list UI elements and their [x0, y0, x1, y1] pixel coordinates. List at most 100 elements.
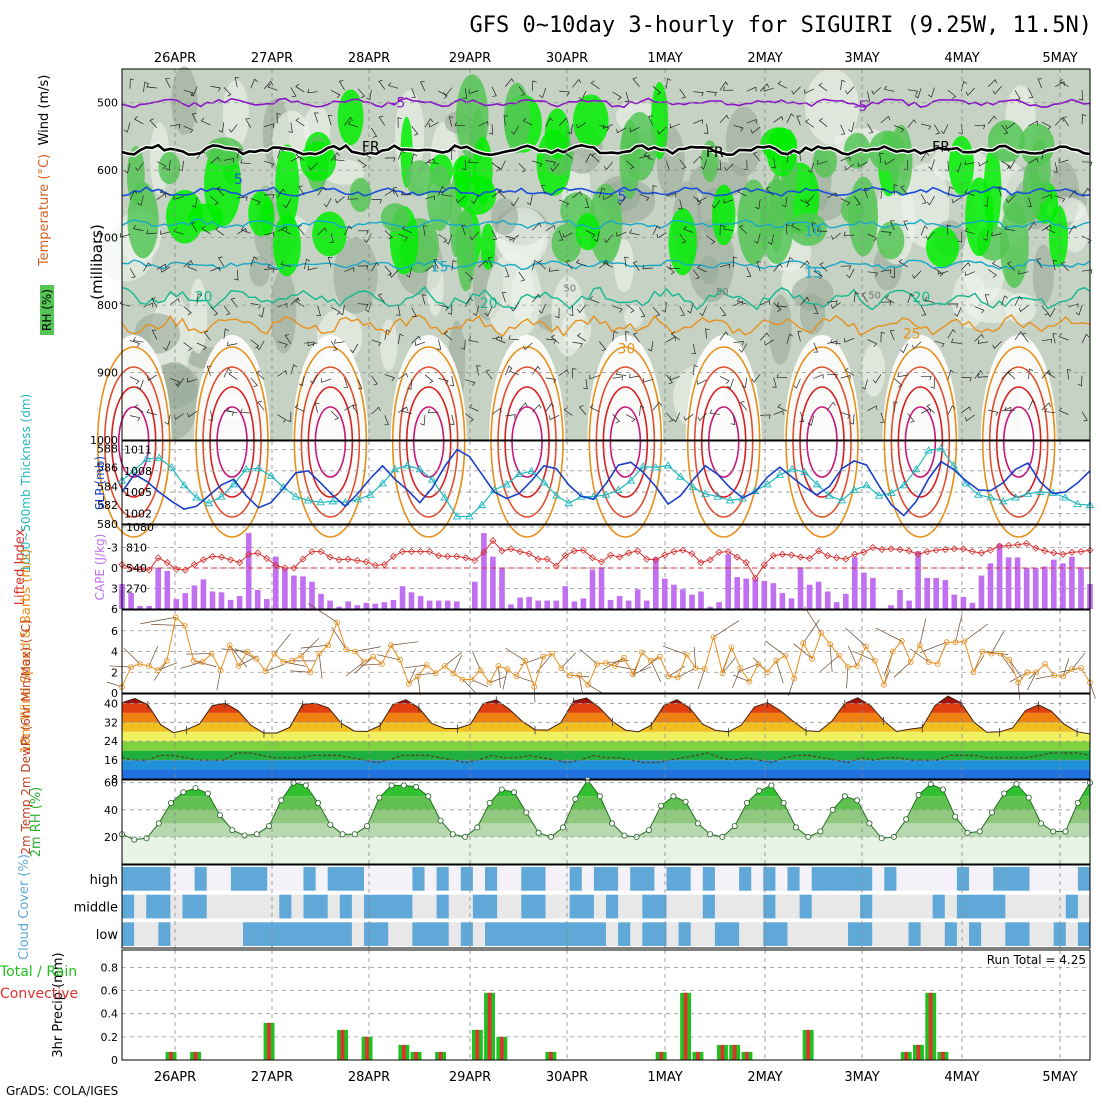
rh-point: [241, 832, 248, 839]
cloud-cell: [775, 867, 788, 891]
wind-barb: [1007, 261, 1016, 271]
rh-point: [658, 802, 665, 809]
warm-isotherm-loop: [988, 366, 1049, 518]
wind-barb: [987, 79, 998, 88]
warm-isotherm-loop: [785, 346, 859, 538]
cape-bar: [743, 578, 749, 609]
wind-barb: [468, 158, 479, 164]
wind-barb: [438, 234, 448, 243]
wind-axis-label: 10m Wind Speed & Barbs (m/s): [19, 549, 34, 754]
cloud-cell: [206, 894, 220, 919]
cloud-cell: [279, 894, 292, 919]
wind-barb: [411, 153, 418, 164]
wind-barb: [957, 232, 962, 243]
thickness-point: [601, 490, 611, 498]
rh-point: [780, 800, 787, 807]
rh-point: [645, 827, 652, 834]
lifted-index-point: [1014, 541, 1022, 549]
wind-barb: [223, 328, 229, 339]
wind-barb: [1004, 406, 1016, 412]
thickness-point: [254, 463, 263, 472]
cloud-cell: [557, 922, 571, 946]
surface-wind-barb: [693, 646, 696, 669]
cape-bar: [806, 584, 813, 609]
wind-barb: [532, 365, 541, 375]
wind-barb: [666, 374, 673, 385]
surface-wind-barb: [471, 679, 489, 688]
cloud-cell: [1077, 867, 1091, 891]
date-label-bottom: 26APR: [154, 1070, 196, 1085]
wind-barb: [593, 231, 600, 242]
surface-wind-barb: [123, 647, 141, 665]
wind-barb: [401, 225, 412, 234]
wind-barb: [830, 338, 841, 345]
surface-wind-barb: [472, 651, 481, 671]
moist-layer-patch: [573, 94, 609, 148]
wind-barb: [1036, 258, 1043, 269]
wind-barb: [920, 305, 927, 316]
thickness-point: [192, 493, 201, 501]
wind-barb: [468, 403, 479, 412]
lifted-index-point: [914, 550, 922, 558]
cloud-cell: [642, 922, 655, 946]
cloud-cell: [255, 867, 268, 891]
cloud-cell: [218, 867, 232, 891]
wind-barb: [438, 378, 449, 385]
rh-point: [216, 812, 223, 819]
cape-bar: [399, 586, 406, 609]
surface-wind-barb: [359, 663, 382, 666]
wind-speed-point: [280, 659, 287, 665]
wind-barb: [1068, 190, 1078, 199]
cloud-cell: [472, 922, 486, 946]
wind-barb: [602, 124, 613, 129]
slp-line: [121, 448, 1091, 517]
wind-barb: [624, 256, 629, 268]
wind-barb: [1055, 195, 1066, 203]
cloud-cell: [388, 894, 401, 919]
wind-barb: [441, 191, 452, 197]
surface-wind-barb: [535, 653, 553, 674]
wind-barb: [298, 375, 305, 387]
lifted-index-point: [1041, 547, 1049, 555]
precip-convective-bar: [340, 1029, 345, 1060]
cape-tick-label: 270: [126, 583, 147, 596]
rh-point: [400, 782, 407, 789]
wind-barb: [633, 332, 640, 343]
wind-barb: [639, 155, 650, 160]
thickness-point: [787, 464, 797, 473]
cloud-cell: [255, 894, 268, 919]
wind-barb: [277, 148, 284, 159]
wind-barb: [156, 193, 167, 200]
lifted-index-point: [217, 553, 226, 561]
wind-barb: [840, 124, 846, 135]
cape-bar: [408, 592, 415, 609]
cape-bar: [318, 593, 324, 609]
lifted-index-point: [941, 545, 949, 554]
thickness-point: [614, 485, 623, 493]
wind-barb: [565, 259, 573, 270]
li-tick-label: -3: [107, 542, 118, 555]
lifted-index-point: [507, 545, 515, 553]
rh-field-patch: [901, 162, 950, 248]
wind-barb: [741, 377, 748, 389]
cloud-cell: [1029, 867, 1042, 891]
lifted-index-point: [525, 550, 533, 558]
lifted-index-point: [335, 556, 343, 564]
cloud-cell: [630, 894, 643, 919]
lifted-index-point: [643, 555, 651, 563]
rh-point: [327, 821, 334, 828]
rh-field-patch: [725, 106, 762, 177]
cape-bar: [671, 584, 677, 609]
cloud-cell: [134, 922, 147, 946]
wind-barb: [401, 407, 412, 414]
cape-bar: [1032, 568, 1039, 609]
wind-barb: [643, 152, 654, 161]
wind-speed-point: [907, 659, 914, 665]
wind-barb: [616, 127, 627, 134]
temperature-legend-label: Temperature (°C): [37, 154, 52, 267]
wind-barb: [508, 335, 519, 340]
wind-barb: [290, 364, 298, 375]
cloud-cell: [920, 894, 934, 919]
surface-wind-barb: [955, 614, 963, 643]
thickness-point: [1073, 499, 1082, 508]
